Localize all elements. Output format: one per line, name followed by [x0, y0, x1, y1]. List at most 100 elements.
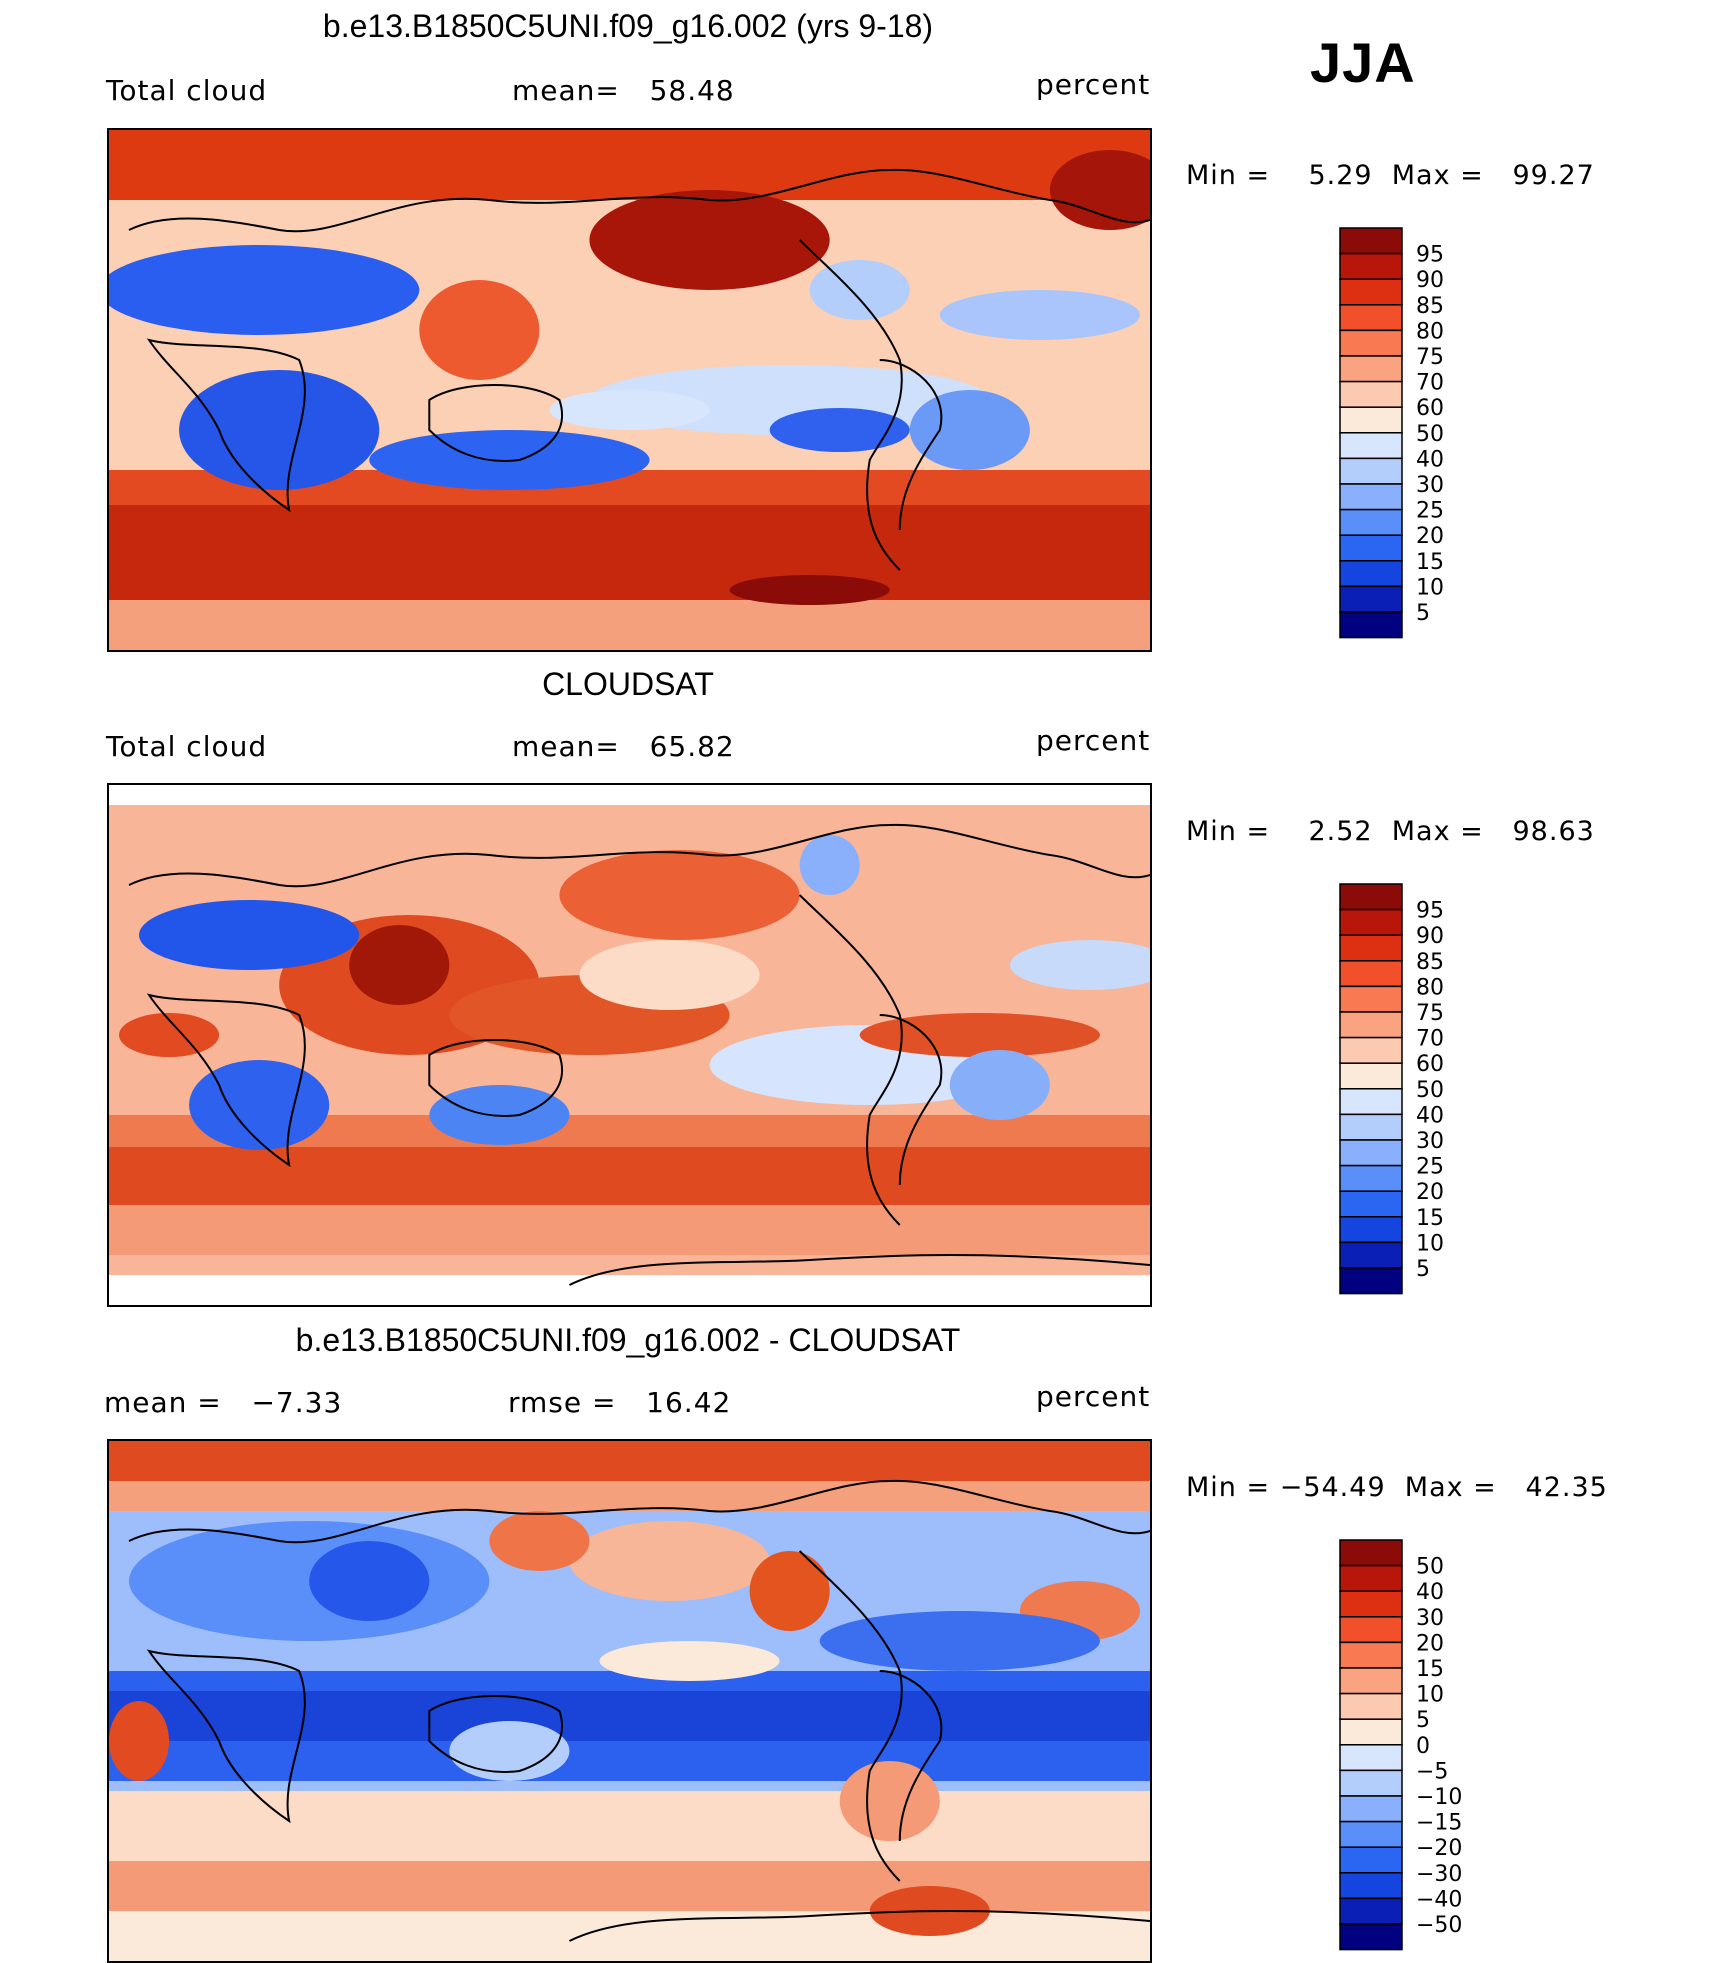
colorbar-swatch	[1339, 1216, 1403, 1244]
colorbar-swatch	[1339, 278, 1403, 306]
colorbar-swatch	[1339, 1036, 1403, 1064]
colorbar-swatch	[1339, 1769, 1403, 1797]
colorbar-swatch	[1339, 1795, 1403, 1823]
colorbar-swatch	[1339, 252, 1403, 280]
colorbar-swatch	[1339, 1564, 1403, 1592]
colorbar-swatch	[1339, 1667, 1403, 1695]
colorbar-tick-label: 30	[1416, 1606, 1444, 1631]
colorbar-tick-label: 40	[1416, 447, 1444, 472]
colorbar-swatch	[1339, 1062, 1403, 1090]
panel2-title: CLOUDSAT	[542, 666, 714, 702]
panel2-min-max: Min = 2.52 Max = 98.63	[1186, 816, 1595, 847]
colorbar-swatch	[1339, 1539, 1403, 1567]
panel2-map-svg	[109, 785, 1150, 1305]
colorbar-swatch	[1339, 1113, 1403, 1141]
colorbar-swatch	[1339, 908, 1403, 936]
colorbar-swatch	[1339, 1923, 1403, 1951]
colorbar-swatch	[1339, 611, 1403, 639]
colorbar-swatch	[1339, 1846, 1403, 1874]
colorbar-tick-label: 40	[1416, 1103, 1444, 1128]
colorbar-tick-label: 50	[1416, 422, 1444, 447]
colorbar-swatch	[1339, 432, 1403, 460]
colorbar-swatch	[1339, 960, 1403, 988]
panel3-cloud-field	[109, 1441, 1150, 1961]
colorbar-tick-label: 80	[1416, 319, 1444, 344]
colorbar-swatch	[1339, 1088, 1403, 1116]
colorbar-tick-label: −5	[1416, 1759, 1448, 1784]
colorbar-swatch	[1339, 1718, 1403, 1746]
panel1-units-label: percent	[1036, 68, 1151, 101]
colorbar-swatch	[1339, 406, 1403, 434]
panel3-min-max: Min = −54.49 Max = 42.35	[1186, 1472, 1608, 1503]
colorbar-tick-label: 75	[1416, 345, 1444, 370]
colorbar-tick-label: 5	[1416, 601, 1430, 626]
colorbar-swatch	[1339, 1241, 1403, 1269]
colorbar-swatch	[1339, 1641, 1403, 1669]
panel3-rmse-label: rmse = 16.42	[508, 1386, 732, 1419]
panel2-mean-label: mean= 65.82	[512, 730, 735, 763]
colorbar-tick-label: 10	[1416, 1683, 1444, 1708]
colorbar-tick-label: 85	[1416, 294, 1444, 319]
colorbar-tick-label: −50	[1416, 1913, 1462, 1938]
colorbar-swatch	[1339, 1616, 1403, 1644]
colorbar-swatch	[1339, 304, 1403, 332]
colorbar-swatch	[1339, 934, 1403, 962]
colorbar-tick-label: 20	[1416, 524, 1444, 549]
panel3-coastlines	[128, 1479, 1150, 1942]
panel1-coastlines	[128, 168, 1150, 571]
season-label: JJA	[1310, 31, 1416, 94]
colorbar-tick-label: 80	[1416, 975, 1444, 1000]
colorbar-tick-label: 40	[1416, 1580, 1444, 1605]
colorbar-swatch	[1339, 227, 1403, 255]
colorbar-swatch	[1339, 508, 1403, 536]
colorbar-tick-label: 95	[1416, 899, 1444, 924]
colorbar-swatch	[1339, 380, 1403, 408]
colorbar-swatch	[1339, 585, 1403, 613]
panel1-cloud-field	[109, 130, 1150, 650]
colorbar-tick-label: −15	[1416, 1811, 1462, 1836]
colorbar-swatch	[1339, 355, 1403, 383]
colorbar-tick-label: 15	[1416, 1206, 1444, 1231]
colorbar-tick-label: 5	[1416, 1708, 1430, 1733]
colorbar-swatch	[1339, 534, 1403, 562]
colorbar-swatch	[1339, 985, 1403, 1013]
panel3-map-svg	[109, 1441, 1150, 1961]
colorbar-swatch	[1339, 1820, 1403, 1848]
colorbar-tick-label: 90	[1416, 924, 1444, 949]
colorbar-swatch	[1339, 883, 1403, 911]
colorbar-tick-label: 25	[1416, 499, 1444, 524]
colorbar-tick-label: 50	[1416, 1555, 1444, 1580]
colorbar-tick-label: 5	[1416, 1257, 1430, 1282]
colorbar-tick-label: 25	[1416, 1155, 1444, 1180]
panel1-map	[107, 128, 1152, 652]
colorbar-swatch	[1339, 1139, 1403, 1167]
colorbar-swatch	[1339, 1744, 1403, 1772]
colorbar-swatch	[1339, 1897, 1403, 1925]
panel1-min-max: Min = 5.29 Max = 99.27	[1186, 160, 1595, 191]
colorbar-swatch	[1339, 457, 1403, 485]
colorbar-tick-label: 50	[1416, 1078, 1444, 1103]
panel1-map-svg	[109, 130, 1150, 650]
colorbar-tick-label: 60	[1416, 396, 1444, 421]
panel2-map	[107, 783, 1152, 1307]
colorbar-tick-label: 60	[1416, 1052, 1444, 1077]
panel3-title: b.e13.B1850C5UNI.f09_g16.002 - CLOUDSAT	[295, 1322, 961, 1358]
colorbar-tick-label: −30	[1416, 1862, 1462, 1887]
panel1-title: b.e13.B1850C5UNI.f09_g16.002 (yrs 9-18)	[322, 8, 934, 44]
colorbar-tick-label: −10	[1416, 1785, 1462, 1810]
colorbar-tick-label: 30	[1416, 1129, 1444, 1154]
colorbar-tick-label: 30	[1416, 473, 1444, 498]
colorbar-tick-label: −20	[1416, 1836, 1462, 1861]
colorbar-tick-label: 0	[1416, 1734, 1430, 1759]
colorbar-swatch	[1339, 560, 1403, 588]
colorbar-tick-label: 95	[1416, 243, 1444, 268]
colorbar-swatch	[1339, 483, 1403, 511]
colorbar-tick-label: −40	[1416, 1887, 1462, 1912]
panel2-cloud-field	[109, 785, 1150, 1305]
panel1-mean-label: mean= 58.48	[512, 74, 735, 107]
colorbar-swatch	[1339, 1590, 1403, 1618]
panel2-units-label: percent	[1036, 724, 1151, 757]
